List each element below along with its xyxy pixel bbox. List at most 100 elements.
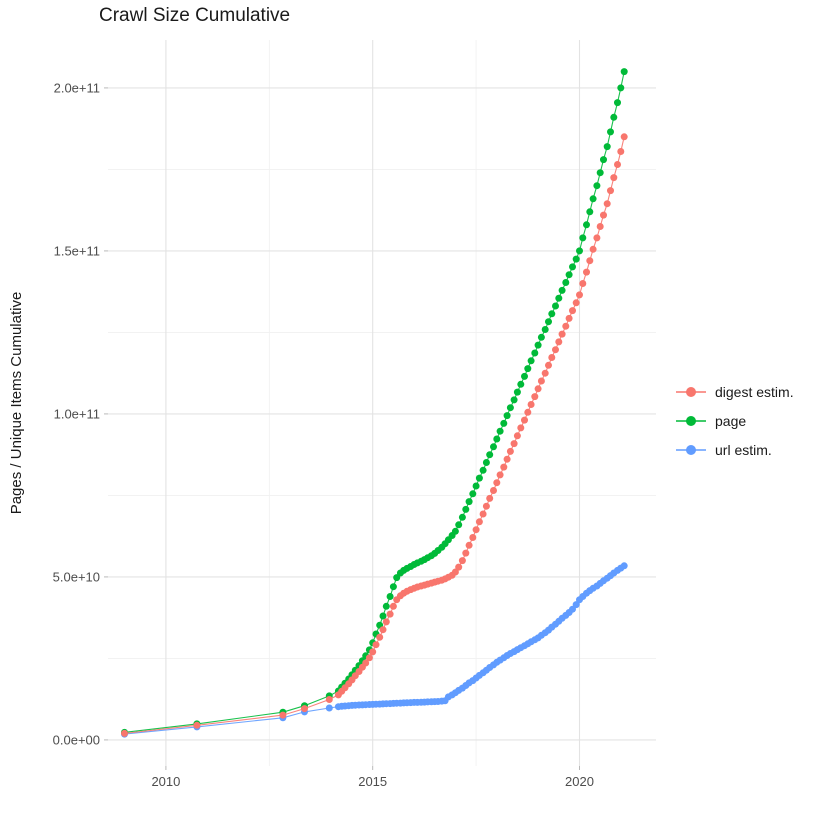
point-page — [517, 380, 525, 388]
point-digest-estim — [555, 338, 563, 346]
point-page — [600, 156, 607, 164]
point-digest-estim — [365, 654, 373, 662]
point-page — [562, 279, 570, 286]
point-page — [500, 419, 508, 427]
point-page — [451, 527, 459, 535]
point-digest-estim — [558, 330, 566, 338]
point-digest-estim — [576, 291, 583, 299]
point-digest-estim — [589, 245, 597, 253]
point-digest-estim — [593, 234, 601, 242]
point-page — [465, 498, 473, 506]
point-page — [614, 99, 621, 107]
point-page — [586, 208, 594, 216]
point-page — [455, 521, 463, 529]
legend: digest estim. page url estim. — [676, 377, 794, 464]
point-digest-estim — [279, 711, 287, 719]
point-digest-estim — [572, 299, 580, 307]
point-page — [493, 435, 501, 443]
point-digest-estim — [614, 161, 621, 168]
point-page — [596, 169, 604, 177]
point-page — [458, 513, 466, 521]
point-digest-estim — [521, 416, 528, 424]
point-page — [555, 294, 563, 302]
point-digest-estim — [486, 494, 494, 502]
point-digest-estim — [482, 502, 490, 510]
point-page — [572, 255, 580, 263]
point-digest-estim — [506, 447, 514, 455]
point-digest-estim — [193, 721, 201, 729]
point-digest-estim — [362, 659, 370, 667]
point-digest-estim — [490, 487, 497, 494]
y-tick-label: 5.0e+10 — [53, 569, 100, 584]
legend-key-icon — [676, 413, 706, 429]
point-page — [531, 349, 539, 357]
point-digest-estim — [465, 541, 473, 549]
point-page — [527, 357, 535, 365]
point-digest-estim — [537, 377, 545, 385]
y-axis-title: Pages / Unique Items Cumulative — [8, 292, 25, 515]
point-digest-estim — [496, 471, 504, 479]
point-digest-estim — [603, 200, 611, 208]
point-digest-estim — [451, 568, 459, 576]
point-page — [545, 318, 552, 326]
point-digest-estim — [579, 280, 587, 287]
point-page — [593, 182, 601, 190]
point-page — [503, 412, 511, 420]
point-digest-estim — [325, 696, 333, 703]
y-tick-label: 0.0e+00 — [53, 732, 100, 747]
point-digest-estim — [527, 401, 535, 408]
point-digest-estim — [534, 385, 542, 393]
point-digest-estim — [469, 534, 477, 541]
point-digest-estim — [386, 610, 394, 618]
point-digest-estim — [389, 602, 397, 610]
point-digest-estim — [493, 479, 501, 487]
point-page — [576, 247, 583, 255]
point-digest-estim — [301, 705, 308, 713]
point-page — [521, 372, 528, 380]
point-page — [534, 341, 542, 349]
point-digest-estim — [472, 526, 480, 534]
point-digest-estim — [610, 174, 618, 182]
point-digest-estim — [586, 257, 594, 265]
point-digest-estim — [569, 307, 576, 315]
y-tick-label: 1.5e+11 — [54, 243, 100, 258]
point-page — [537, 333, 545, 341]
legend-key-icon — [676, 442, 706, 458]
point-digest-estim — [524, 408, 532, 416]
point-page — [548, 310, 556, 318]
point-digest-estim — [462, 549, 470, 557]
point-digest-estim — [583, 268, 590, 276]
point-page — [558, 286, 566, 294]
point-digest-estim — [455, 563, 463, 571]
point-digest-estim — [562, 322, 570, 330]
x-tick-label: 2015 — [358, 774, 387, 789]
point-page — [506, 404, 514, 412]
point-page — [620, 68, 628, 76]
point-digest-estim — [517, 424, 525, 432]
point-digest-estim — [372, 641, 380, 649]
x-tick-label: 2010 — [151, 774, 180, 789]
point-page — [510, 396, 518, 404]
point-page — [490, 443, 497, 451]
point-page — [610, 113, 618, 121]
point-page — [475, 474, 483, 482]
point-digest-estim — [545, 361, 552, 369]
point-page — [541, 326, 549, 333]
point-page — [524, 365, 532, 373]
axis-ticks — [104, 87, 580, 770]
y-tick-label: 2.0e+11 — [54, 80, 100, 95]
axis-tick-labels: 2010 2015 2020 0.0e+00 5.0e+10 1.0e+11 1.5e+11… — [53, 80, 594, 789]
point-page — [469, 490, 477, 498]
legend-item-url-estim: url estim. — [676, 435, 794, 464]
legend-label: page — [715, 412, 747, 429]
point-page — [482, 459, 490, 466]
point-page — [569, 263, 576, 271]
point-digest-estim — [600, 211, 607, 219]
data-series — [121, 68, 628, 738]
gridlines — [108, 40, 656, 766]
legend-label: digest estim. — [715, 383, 794, 400]
point-digest-estim — [121, 729, 128, 737]
point-page — [513, 388, 521, 396]
